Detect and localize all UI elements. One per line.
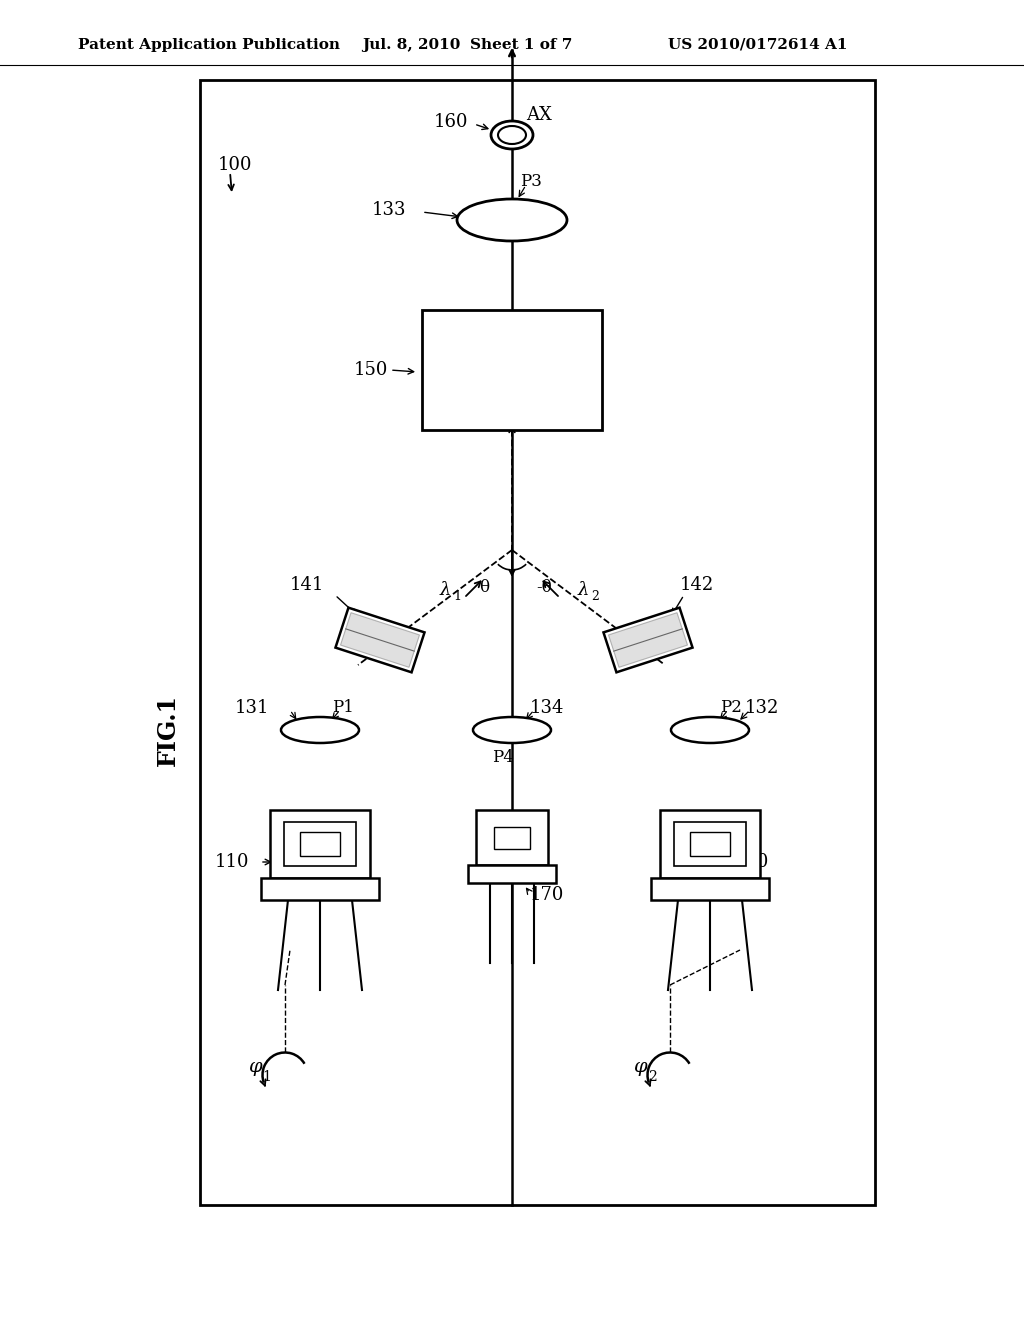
Polygon shape (341, 612, 420, 668)
Bar (468, 865, 556, 883)
Text: 2: 2 (647, 1071, 656, 1084)
Text: φ: φ (248, 1059, 262, 1076)
Bar (261, 878, 379, 900)
Text: AX: AX (526, 106, 552, 124)
Text: 2: 2 (591, 590, 599, 602)
Polygon shape (603, 607, 692, 672)
Ellipse shape (498, 125, 526, 144)
Text: -θ: -θ (537, 579, 552, 597)
Ellipse shape (671, 717, 749, 743)
Text: 132: 132 (745, 700, 779, 717)
Bar (674, 822, 746, 866)
Text: Patent Application Publication: Patent Application Publication (78, 38, 340, 51)
Text: 170: 170 (530, 886, 564, 904)
Bar (200, 81, 874, 1205)
Text: 110: 110 (215, 853, 250, 871)
Text: 142: 142 (680, 576, 715, 594)
Text: λ: λ (578, 581, 589, 599)
Bar (690, 832, 730, 855)
Text: φ: φ (633, 1059, 647, 1076)
Bar (284, 822, 356, 866)
Text: P4: P4 (492, 750, 514, 767)
Text: 131: 131 (234, 700, 269, 717)
Text: 141: 141 (290, 576, 325, 594)
Bar (422, 310, 602, 430)
Bar (476, 810, 548, 865)
Ellipse shape (457, 199, 567, 242)
Polygon shape (608, 612, 687, 668)
Text: Jul. 8, 2010: Jul. 8, 2010 (362, 38, 461, 51)
Text: θ: θ (479, 579, 489, 597)
Ellipse shape (281, 717, 359, 743)
Text: P3: P3 (520, 173, 542, 190)
Text: P1: P1 (332, 700, 354, 717)
Text: 120: 120 (735, 853, 769, 871)
Ellipse shape (473, 717, 551, 743)
Bar (300, 832, 340, 855)
Text: 133: 133 (372, 201, 407, 219)
Bar (270, 810, 370, 878)
Text: 1: 1 (453, 590, 461, 602)
Bar (660, 810, 760, 878)
Ellipse shape (490, 121, 534, 149)
Text: λ: λ (439, 581, 451, 599)
Text: 150: 150 (354, 360, 388, 379)
Text: 134: 134 (530, 700, 564, 717)
Polygon shape (336, 607, 425, 672)
Bar (651, 878, 769, 900)
Text: 1: 1 (262, 1071, 271, 1084)
Text: 100: 100 (218, 156, 253, 174)
Text: US 2010/0172614 A1: US 2010/0172614 A1 (668, 38, 848, 51)
Text: FIG.1: FIG.1 (156, 694, 180, 766)
Text: 160: 160 (434, 114, 469, 131)
Text: Sheet 1 of 7: Sheet 1 of 7 (470, 38, 572, 51)
Text: P2: P2 (720, 700, 741, 717)
Bar (494, 828, 530, 849)
